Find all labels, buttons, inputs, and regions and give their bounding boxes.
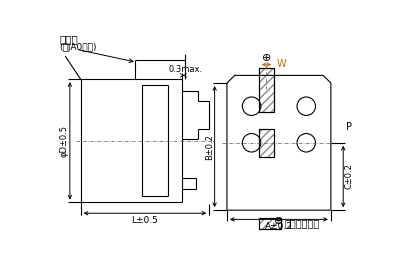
- Text: 内：辅助端子: 内：辅助端子: [285, 218, 320, 228]
- Bar: [259, 218, 281, 229]
- Text: φD±0.5: φD±0.5: [60, 125, 69, 157]
- Text: 0.3max.: 0.3max.: [169, 65, 203, 74]
- Text: (只JA0对应): (只JA0对应): [59, 43, 97, 52]
- Text: P: P: [346, 122, 352, 132]
- Text: 压力阀: 压力阀: [59, 35, 78, 45]
- Bar: [259, 218, 281, 229]
- Text: ⊖: ⊖: [274, 216, 284, 226]
- Text: ⊕: ⊕: [262, 53, 271, 63]
- Text: C±0.2: C±0.2: [344, 164, 353, 189]
- Text: L±0.5: L±0.5: [131, 216, 158, 225]
- Text: W: W: [276, 59, 286, 69]
- Polygon shape: [259, 68, 274, 112]
- Bar: [259, 218, 281, 229]
- Polygon shape: [259, 129, 274, 157]
- Text: B±0.2: B±0.2: [205, 134, 214, 160]
- Text: A±0.2: A±0.2: [265, 222, 293, 231]
